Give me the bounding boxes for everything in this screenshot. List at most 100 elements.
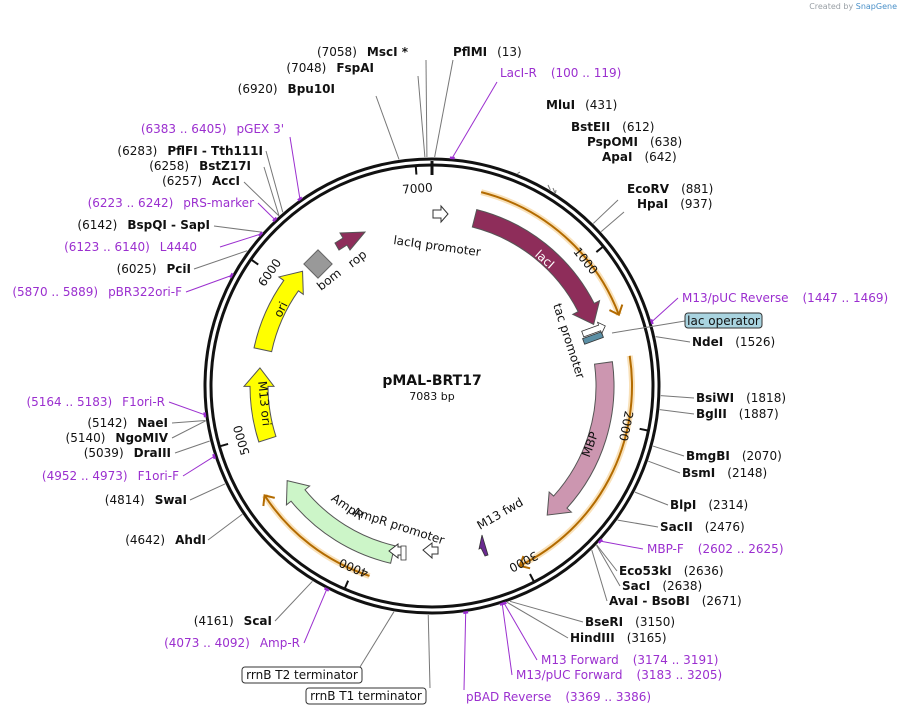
enzyme-label: SacII (2476)	[660, 520, 745, 534]
leader-line	[375, 95, 400, 160]
primer-label: M13/pUC Reverse (1447 .. 1469)	[682, 291, 888, 305]
scale-tick-label: 5000	[231, 424, 253, 457]
rop-arrow	[334, 231, 367, 251]
lac-operator-mark	[582, 331, 604, 345]
enzyme-label: BsmI (2148)	[682, 466, 767, 480]
enzyme-label: AvaI - BsoBI (2671)	[609, 594, 742, 608]
leader-line	[263, 166, 280, 216]
leader-line	[517, 171, 521, 174]
leader-line	[648, 460, 681, 474]
primer-label: M13 Forward (3174 .. 3191)	[541, 653, 718, 667]
scale-tick-label: 7000	[402, 180, 433, 196]
leader-line	[303, 589, 328, 644]
m13-fwd-mark	[478, 534, 489, 557]
outer-arc	[263, 494, 370, 577]
enzyme-label: PspOMI (638)	[587, 135, 682, 149]
leader-line	[213, 225, 263, 233]
outer-arc-group	[262, 189, 635, 579]
primer-site	[229, 272, 234, 279]
enzyme-label: BseRI (3150)	[585, 615, 675, 629]
scale-tick	[343, 580, 350, 591]
credit-prefix: Created by	[809, 2, 854, 11]
leader-line	[417, 75, 426, 158]
rrnB-t1-label: rrnB T1 terminator	[310, 689, 422, 703]
outer-arc-arrowhead	[518, 555, 531, 570]
leader-line	[600, 540, 644, 550]
enzyme-label: (5142) NaeI	[87, 416, 168, 430]
leader-line	[463, 612, 467, 691]
feature-m13-ori-label: M13 ori	[255, 380, 274, 426]
leader-line	[503, 603, 538, 661]
enzyme-label: (6283) PflFI - Tth111I	[117, 144, 263, 158]
scale-tick	[639, 427, 650, 432]
leader-line	[427, 614, 431, 689]
feature-mbp	[546, 361, 615, 516]
bom-mark	[303, 249, 333, 279]
enzyme-label: BstEII (612)	[571, 120, 654, 134]
leader-line	[596, 544, 618, 572]
primer-site	[258, 231, 264, 237]
enzyme-label: HindIII (3165)	[570, 631, 667, 645]
leader-line	[634, 491, 669, 506]
enzyme-label: HpaI (937)	[637, 197, 712, 211]
tac-promoter-mark	[581, 321, 606, 338]
lac-operator-box: lac operator	[684, 312, 763, 329]
primer-site	[203, 412, 207, 418]
leader-line	[554, 189, 557, 194]
enzyme-label: (4814) SwaI	[105, 493, 187, 507]
scale-tick	[595, 244, 605, 253]
leader-line	[552, 187, 556, 193]
leader-line	[659, 409, 695, 415]
scale-tick-label: 3000	[507, 548, 541, 575]
enzyme-label: (6920) Bpu10I	[238, 82, 335, 96]
leader-line	[185, 275, 232, 293]
leader-line	[289, 136, 301, 200]
scale-tick-label: 2000	[616, 410, 636, 443]
leader-line	[611, 320, 686, 334]
scale-tick	[529, 573, 536, 584]
enzyme-label: (6257) AccI	[162, 174, 240, 188]
primer-label: (5164 .. 5183) F1ori-R	[26, 395, 165, 409]
leader-line	[265, 150, 284, 213]
primer-label: (6123 .. 6140) L4440	[64, 240, 197, 254]
snapgene-credit: Created by SnapGene	[809, 2, 897, 11]
primer-site	[323, 587, 330, 592]
leader-line	[591, 549, 608, 602]
leader-line	[171, 420, 206, 439]
enzyme-label: BmgBI (2070)	[686, 449, 782, 463]
outer-arc-halo	[518, 355, 635, 569]
enzyme-label: BsiWI (1818)	[696, 391, 786, 405]
enzyme-label: (5039) DraIII	[84, 446, 171, 460]
enzyme-label: (4161) ScaI	[194, 614, 272, 628]
enzyme-label: NdeI (1526)	[692, 335, 775, 349]
primer-label: MBP-F (2602 .. 2625)	[647, 542, 784, 556]
scale-tick-label: 6000	[255, 256, 284, 289]
leader-line	[501, 603, 513, 676]
feature-laci	[471, 208, 601, 326]
enzyme-label: BglII (1887)	[696, 407, 779, 421]
scale-tick	[249, 257, 259, 266]
leader-line	[592, 199, 619, 224]
feature-ori	[253, 270, 304, 353]
rrnB-t2-label: rrnB T2 terminator	[246, 668, 358, 682]
leader-line	[509, 600, 584, 623]
enzyme-label: (6142) BspQI - SapI	[77, 218, 210, 232]
feature-m13-ori	[242, 367, 277, 443]
leader-line	[168, 401, 205, 416]
enzyme-label: (5140) NgoMIV	[66, 431, 169, 445]
leader-line	[600, 211, 625, 233]
enzyme-label: ApaI (642)	[602, 150, 677, 164]
leader-line	[651, 297, 679, 323]
primer-label: (4952 .. 4973) F1ori-F	[42, 469, 179, 483]
enzyme-label: EcoRV (881)	[627, 182, 713, 196]
leader-line	[359, 611, 395, 668]
leader-line	[434, 59, 454, 158]
leader-line	[506, 601, 569, 639]
enzyme-label: (6025) PciI	[117, 262, 191, 276]
enzyme-label: BlpI (2314)	[670, 498, 748, 512]
feature-ori-label: ori	[271, 299, 291, 319]
feature-ampr	[285, 479, 396, 564]
lacIq-promoter-label: lacIq promoter	[393, 233, 482, 259]
ampr-promoter-arrow	[388, 541, 439, 561]
